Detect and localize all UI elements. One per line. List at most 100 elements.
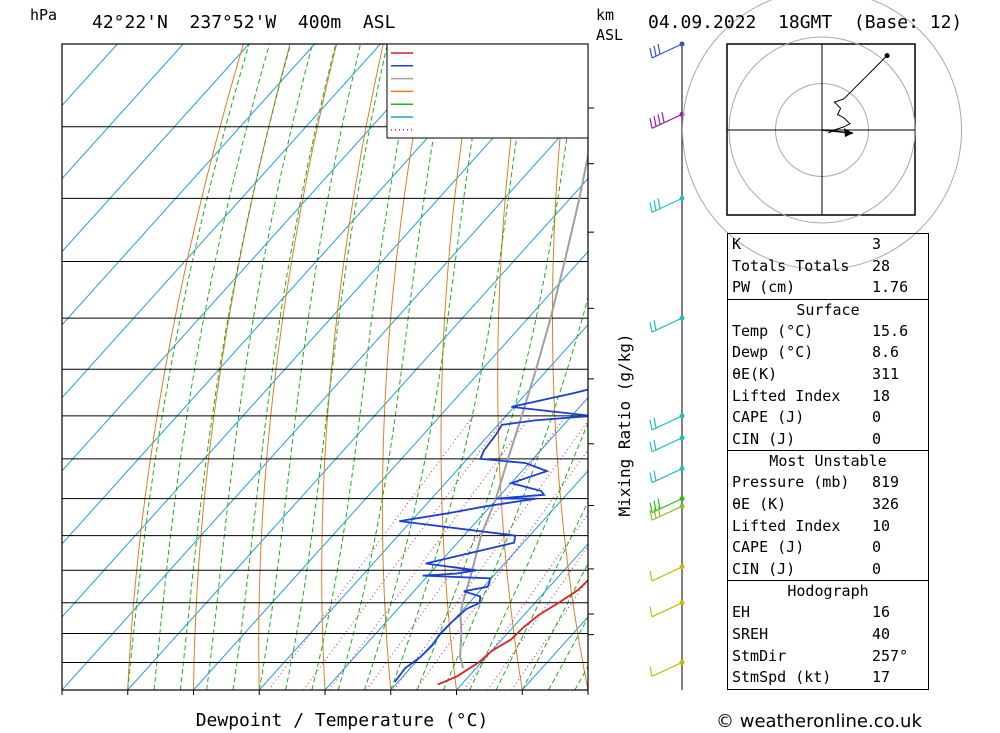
datetime-title: 04.09.2022 18GMT (Base: 12)	[648, 12, 962, 33]
wind-barb-flag	[653, 45, 657, 57]
isotherm-line	[62, 104, 588, 690]
wind-barb-flag	[657, 506, 661, 517]
dry-adiabat-line	[127, 44, 244, 690]
stat-label: PW (cm)	[732, 278, 796, 297]
stat-label: EH	[732, 603, 751, 622]
stat-value: 16	[872, 603, 891, 622]
stat-value: 18	[872, 386, 891, 405]
wind-barb-staff	[651, 317, 683, 333]
stat-label: Lifted Index	[732, 386, 841, 405]
dry-adiabat-line	[258, 44, 338, 690]
stat-label: Dewp (°C)	[732, 343, 814, 362]
stat-label: θE(K)	[732, 364, 778, 383]
wind-barb-staff	[651, 113, 683, 129]
wind-barb-staff	[651, 415, 683, 431]
wet-adiabat-line	[127, 44, 250, 690]
wind-barb-flag	[649, 321, 653, 333]
stat-label: CAPE (J)	[732, 408, 805, 427]
km-label: km	[596, 6, 614, 24]
stat-value: 819	[872, 473, 900, 492]
stat-row: StmSpd (kt) 17	[728, 667, 928, 689]
asl-label: ASL	[596, 26, 623, 44]
wind-barb-flag	[653, 470, 657, 481]
stat-row: CAPE (J) 0	[728, 407, 928, 429]
x-axis-label: Dewpoint / Temperature (°C)	[196, 710, 489, 731]
stat-value: 0	[872, 408, 882, 427]
stat-label: Totals Totals	[732, 256, 850, 275]
stat-row: Lifted Index 10	[728, 516, 928, 538]
wet-adiabat-line	[232, 44, 337, 690]
stat-row: Totals Totals 28	[728, 256, 928, 278]
stat-row: Pressure (mb) 819	[728, 472, 928, 494]
isotherm-line	[324, 397, 588, 690]
isotherm-line	[62, 44, 579, 618]
wind-barb-flag	[649, 202, 653, 213]
wind-barb-staff	[651, 468, 683, 484]
wind-barb-staff	[651, 197, 683, 213]
mixing-ratio-line	[366, 415, 567, 690]
isotherm-line	[62, 44, 513, 545]
isotherm-line	[127, 177, 588, 690]
wind-barbs	[649, 41, 685, 690]
wet-adiabat-line	[416, 44, 581, 690]
stat-value: 3	[872, 235, 882, 253]
stat-value: 0	[872, 559, 882, 578]
stat-label: SREH	[732, 624, 769, 643]
stat-value: 326	[872, 494, 900, 513]
wind-barb-staff	[651, 498, 683, 514]
y-axis-label-right: Mixing Ratio (g/kg)	[615, 333, 634, 516]
dry-adiabat-line	[381, 44, 431, 690]
wind-barb-flag	[649, 441, 653, 452]
stat-row: CIN (J) 0	[728, 429, 928, 451]
dry-adiabat-line	[497, 44, 524, 690]
isotherm-line	[62, 44, 118, 107]
wind-barb-staff	[651, 437, 683, 453]
parcel-trajectory-line	[459, 150, 588, 669]
stat-label: StmSpd (kt)	[732, 668, 832, 687]
wind-barb-flag	[653, 417, 657, 429]
dry-adiabat-line	[193, 44, 291, 690]
stat-label: StmDir	[732, 646, 787, 665]
hodograph-stats-section: Hodograph EH 16 SREH 40 StmDir 257° StmSpd (kt)…	[728, 580, 928, 688]
wind-barb-staff	[651, 602, 683, 618]
wind-barb-flag	[653, 500, 657, 511]
stat-row: θE (K) 326	[728, 494, 928, 516]
wind-barb-flag	[657, 198, 661, 209]
wind-barb-staff	[651, 505, 683, 521]
wind-barb-staff	[651, 566, 683, 582]
stat-row: EH 16	[728, 602, 928, 624]
stat-value: 1.76	[872, 278, 909, 297]
hodograph-stats-section-title: Hodograph	[787, 582, 869, 601]
storm-motion-arrowhead	[844, 128, 853, 138]
isotherm-line	[62, 44, 447, 472]
isotherm-line	[0, 44, 52, 690]
legend-box	[386, 43, 589, 139]
stat-label: θE (K)	[732, 494, 787, 513]
surface-section: Surface Temp (°C) 15.6 Dewp (°C) 8.6 θE(K) 311…	[728, 298, 928, 451]
most-unstable-section: Most Unstable Pressure (mb) 819 θE (K) 326 Li…	[728, 450, 928, 580]
stat-value: 257°	[872, 646, 909, 665]
pressure-unit-label: hPa	[30, 6, 57, 24]
stat-value: 311	[872, 364, 900, 383]
wet-adiabat-line	[363, 44, 488, 690]
wind-barb-flag	[649, 47, 653, 59]
wind-barb-flag	[649, 118, 653, 129]
axes	[61, 107, 594, 695]
stat-row: StmDir 257°	[728, 646, 928, 668]
stat-row: Dewp (°C) 8.6	[728, 342, 928, 364]
isotherm-line	[193, 250, 588, 690]
wet-adiabat-line	[337, 44, 451, 690]
wind-barb-flag	[649, 606, 653, 617]
wet-adiabat-line	[311, 44, 418, 690]
stat-value: 0	[872, 429, 882, 448]
wind-barb-staff	[651, 43, 683, 59]
wet-adiabat-line	[153, 44, 270, 690]
isotherm-line	[390, 470, 588, 690]
surface-section-title: Surface	[796, 300, 860, 319]
stats-panel: K 3 Totals Totals 28 PW (cm) 1.76 Surface Temp …	[727, 233, 929, 690]
stat-value: 8.6	[872, 343, 900, 362]
isotherm-line	[62, 44, 381, 399]
wind-barb-flag	[649, 472, 653, 483]
